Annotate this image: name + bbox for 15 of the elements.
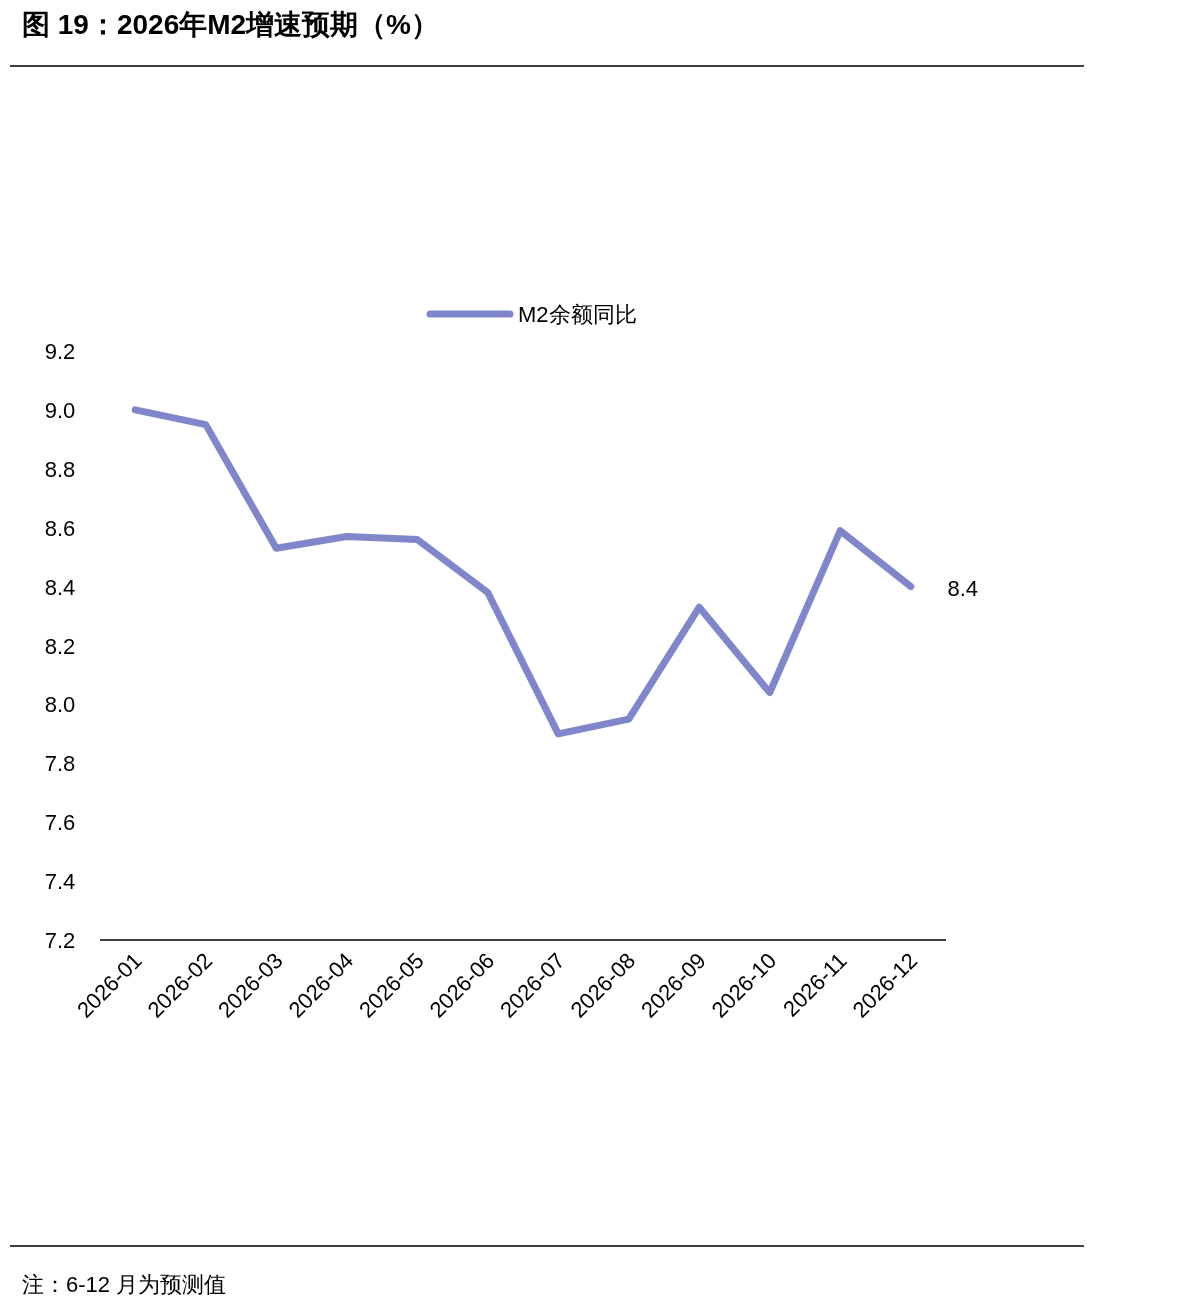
- y-tick-label: 8.2: [44, 633, 76, 659]
- legend-label: M2余额同比: [518, 302, 637, 327]
- text: 注：6-12 月为预测值: [22, 1272, 227, 1297]
- y-tick-label: 9.2: [44, 339, 76, 364]
- y-tick-label: 8.0: [44, 692, 76, 718]
- data-label: 8.4: [947, 575, 979, 601]
- y-tick-label: 8.6: [44, 515, 76, 541]
- y-tick-label: 7.2: [44, 928, 76, 953]
- y-tick-label: 8.4: [44, 574, 76, 600]
- y-tick-label: 7.8: [44, 751, 76, 777]
- y-tick-label: 7.6: [44, 810, 76, 836]
- y-tick-label: 8.8: [44, 456, 76, 482]
- chart-title: 图 19：2026年M2增速预期（%）: [22, 9, 440, 40]
- y-tick-label: 7.4: [44, 869, 76, 895]
- y-tick-label: 9.0: [44, 397, 76, 423]
